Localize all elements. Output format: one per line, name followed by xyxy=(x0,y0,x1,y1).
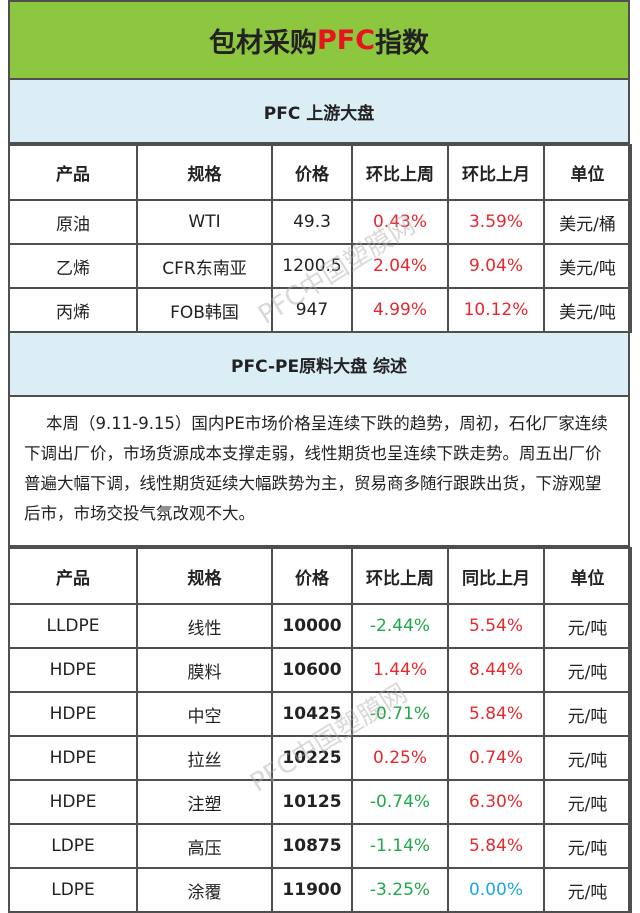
cell-wow: -0.74% xyxy=(351,779,449,825)
cell-product: 丙烯 xyxy=(8,287,138,333)
upstream-heading: PFC 上游大盘 xyxy=(8,80,630,144)
page-title: 包材采购 PFC 指数 xyxy=(8,0,630,80)
cell-price: 10875 xyxy=(271,823,353,869)
cell-wow: 0.43% xyxy=(351,199,449,245)
cell-price: 49.3 xyxy=(271,199,353,245)
cell-unit: 美元/桶 xyxy=(543,199,632,245)
cell-price: 1200.5 xyxy=(271,243,353,289)
col-header-product: 产品 xyxy=(8,547,138,605)
title-prefix: 包材采购 xyxy=(208,27,317,59)
cell-spec: 中空 xyxy=(136,691,273,737)
cell-mom: 10.12% xyxy=(447,287,545,333)
cell-unit: 元/吨 xyxy=(543,603,632,649)
cell-product: HDPE xyxy=(8,779,138,825)
cell-product: LDPE xyxy=(8,867,138,913)
cell-product: LLDPE xyxy=(8,603,138,649)
cell-wow: -2.44% xyxy=(351,603,449,649)
table-row: LLDPE 线性 10000 -2.44% 5.54% 元/吨 xyxy=(8,603,632,649)
cell-mom: 5.84% xyxy=(447,691,545,737)
table-row: HDPE 中空 10425 -0.71% 5.84% 元/吨 xyxy=(8,691,632,737)
cell-wow: 4.99% xyxy=(351,287,449,333)
cell-product: HDPE xyxy=(8,647,138,693)
cell-price: 11900 xyxy=(271,867,353,913)
cell-mom: 9.04% xyxy=(447,243,545,289)
pe-heading: PFC-PE原料大盘 综述 xyxy=(8,333,630,397)
col-header-unit: 单位 xyxy=(543,547,632,605)
table-row: LDPE 高压 10875 -1.14% 5.84% 元/吨 xyxy=(8,823,632,869)
table-row: HDPE 注塑 10125 -0.74% 6.30% 元/吨 xyxy=(8,779,632,825)
pe-table: 产品 规格 价格 环比上周 同比上月 单位 LLDPE 线性 10000 -2.… xyxy=(8,547,632,913)
cell-price: 10425 xyxy=(271,691,353,737)
cell-product: HDPE xyxy=(8,735,138,781)
cell-unit: 元/吨 xyxy=(543,647,632,693)
pe-header-row: 产品 规格 价格 环比上周 同比上月 单位 xyxy=(8,547,632,605)
col-header-spec: 规格 xyxy=(136,547,273,605)
col-header-price: 价格 xyxy=(271,547,353,605)
cell-price: 10225 xyxy=(271,735,353,781)
cell-spec: FOB韩国 xyxy=(136,287,273,333)
cell-spec: WTI xyxy=(136,199,273,245)
cell-mom: 0.00% xyxy=(447,867,545,913)
cell-mom: 3.59% xyxy=(447,199,545,245)
col-header-price: 价格 xyxy=(271,144,353,201)
cell-mom: 0.74% xyxy=(447,735,545,781)
col-header-wow: 环比上周 xyxy=(351,547,449,605)
table-row: 丙烯 FOB韩国 947 4.99% 10.12% 美元/吨 xyxy=(8,287,632,333)
cell-unit: 元/吨 xyxy=(543,779,632,825)
cell-product: HDPE xyxy=(8,691,138,737)
col-header-wow: 环比上周 xyxy=(351,144,449,201)
cell-spec: 拉丝 xyxy=(136,735,273,781)
table-row: LDPE 涂覆 11900 -3.25% 0.00% 元/吨 xyxy=(8,867,632,913)
cell-spec: 线性 xyxy=(136,603,273,649)
col-header-mom: 环比上月 xyxy=(447,144,545,201)
cell-spec: 膜料 xyxy=(136,647,273,693)
table-row: HDPE 拉丝 10225 0.25% 0.74% 元/吨 xyxy=(8,735,632,781)
cell-unit: 元/吨 xyxy=(543,735,632,781)
pe-summary: 本周（9.11-9.15）国内PE市场价格呈连续下跌的趋势，周初，石化厂家连续下… xyxy=(8,397,630,547)
upstream-header-row: 产品 规格 价格 环比上周 环比上月 单位 xyxy=(8,144,632,201)
cell-product: LDPE xyxy=(8,823,138,869)
cell-unit: 元/吨 xyxy=(543,867,632,913)
table-row: 原油 WTI 49.3 0.43% 3.59% 美元/桶 xyxy=(8,199,632,245)
cell-wow: 2.04% xyxy=(351,243,449,289)
cell-price: 10125 xyxy=(271,779,353,825)
cell-unit: 美元/吨 xyxy=(543,287,632,333)
cell-spec: CFR东南亚 xyxy=(136,243,273,289)
cell-product: 乙烯 xyxy=(8,243,138,289)
title-suffix: 指数 xyxy=(375,27,430,59)
upstream-table: 产品 规格 价格 环比上周 环比上月 单位 原油 WTI 49.3 0.43% … xyxy=(8,144,632,333)
cell-mom: 5.54% xyxy=(447,603,545,649)
cell-wow: -1.14% xyxy=(351,823,449,869)
cell-wow: 0.25% xyxy=(351,735,449,781)
cell-unit: 元/吨 xyxy=(543,823,632,869)
cell-product: 原油 xyxy=(8,199,138,245)
cell-wow: 1.44% xyxy=(351,647,449,693)
cell-price: 947 xyxy=(271,287,353,333)
cell-price: 10000 xyxy=(271,603,353,649)
cell-price: 10600 xyxy=(271,647,353,693)
title-highlight: PFC xyxy=(316,24,376,56)
cell-mom: 8.44% xyxy=(447,647,545,693)
cell-spec: 高压 xyxy=(136,823,273,869)
cell-spec: 注塑 xyxy=(136,779,273,825)
col-header-spec: 规格 xyxy=(136,144,273,201)
col-header-product: 产品 xyxy=(8,144,138,201)
col-header-mom: 同比上月 xyxy=(447,547,545,605)
cell-spec: 涂覆 xyxy=(136,867,273,913)
cell-mom: 5.84% xyxy=(447,823,545,869)
table-row: 乙烯 CFR东南亚 1200.5 2.04% 9.04% 美元/吨 xyxy=(8,243,632,289)
table-row: HDPE 膜料 10600 1.44% 8.44% 元/吨 xyxy=(8,647,632,693)
cell-wow: -0.71% xyxy=(351,691,449,737)
cell-wow: -3.25% xyxy=(351,867,449,913)
cell-mom: 6.30% xyxy=(447,779,545,825)
cell-unit: 美元/吨 xyxy=(543,243,632,289)
cell-unit: 元/吨 xyxy=(543,691,632,737)
col-header-unit: 单位 xyxy=(543,144,632,201)
